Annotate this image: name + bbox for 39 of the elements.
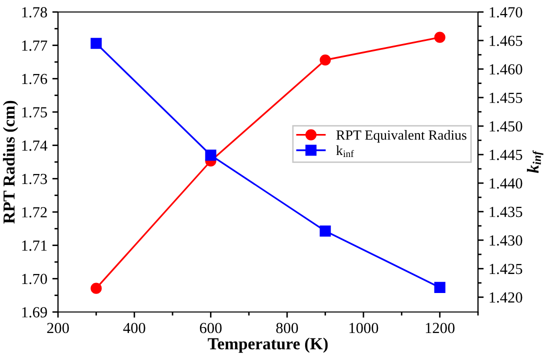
y-tick-label: 1.78: [22, 7, 47, 18]
y-tick-label: 1.74: [22, 140, 48, 151]
x-tick-label: 200: [47, 322, 69, 334]
y2-tick-label: 1.425: [490, 264, 522, 274]
y-tick-label: 1.70: [22, 274, 47, 284]
legend-label: RPT Equivalent Radius: [336, 130, 466, 143]
y2-tick-label: 1.470: [490, 7, 522, 18]
y2-tick-label: 1.460: [490, 64, 522, 75]
y2-tick-label: 1.420: [490, 292, 522, 303]
y-axis-title: RPT Radius (cm): [2, 100, 18, 224]
y-tick-label: 1.73: [22, 174, 47, 184]
x-tick-label: 1000: [350, 322, 378, 334]
y2-tick-label: 1.430: [490, 235, 522, 246]
legend-label: k$_{inf}$: [336, 145, 354, 157]
point: [434, 32, 446, 43]
y-tick-label: 1.77: [22, 40, 48, 51]
y2-tick-label: 1.435: [490, 206, 522, 218]
y2-tick-label: 1.445: [490, 150, 522, 160]
y2-tick-label: 1.455: [490, 92, 522, 104]
point: [434, 282, 446, 294]
y-tick-label: 1.69: [22, 307, 47, 318]
y2-axis-title: k$_{inf}$: [526, 150, 544, 174]
y-tick-label: 1.75: [22, 107, 47, 118]
y2-tick-label: 1.450: [490, 121, 522, 132]
point: [205, 150, 216, 161]
point: [90, 38, 102, 49]
x-tick-label: 400: [123, 322, 146, 334]
y2-tick-label: 1.440: [490, 178, 522, 189]
x-axis-title: Temperature (K): [208, 338, 328, 353]
x-tick-label: 600: [200, 322, 222, 334]
y2-tick-label: 1.465: [490, 36, 522, 46]
x-tick-label: 1200: [426, 322, 455, 334]
y-tick-label: 1.71: [22, 240, 47, 251]
point: [90, 282, 102, 294]
x-tick-label: 800: [276, 322, 298, 334]
point: [320, 54, 331, 66]
y-tick-label: 1.76: [22, 74, 48, 84]
y-tick-label: 1.72: [22, 207, 47, 218]
point: [320, 225, 331, 237]
